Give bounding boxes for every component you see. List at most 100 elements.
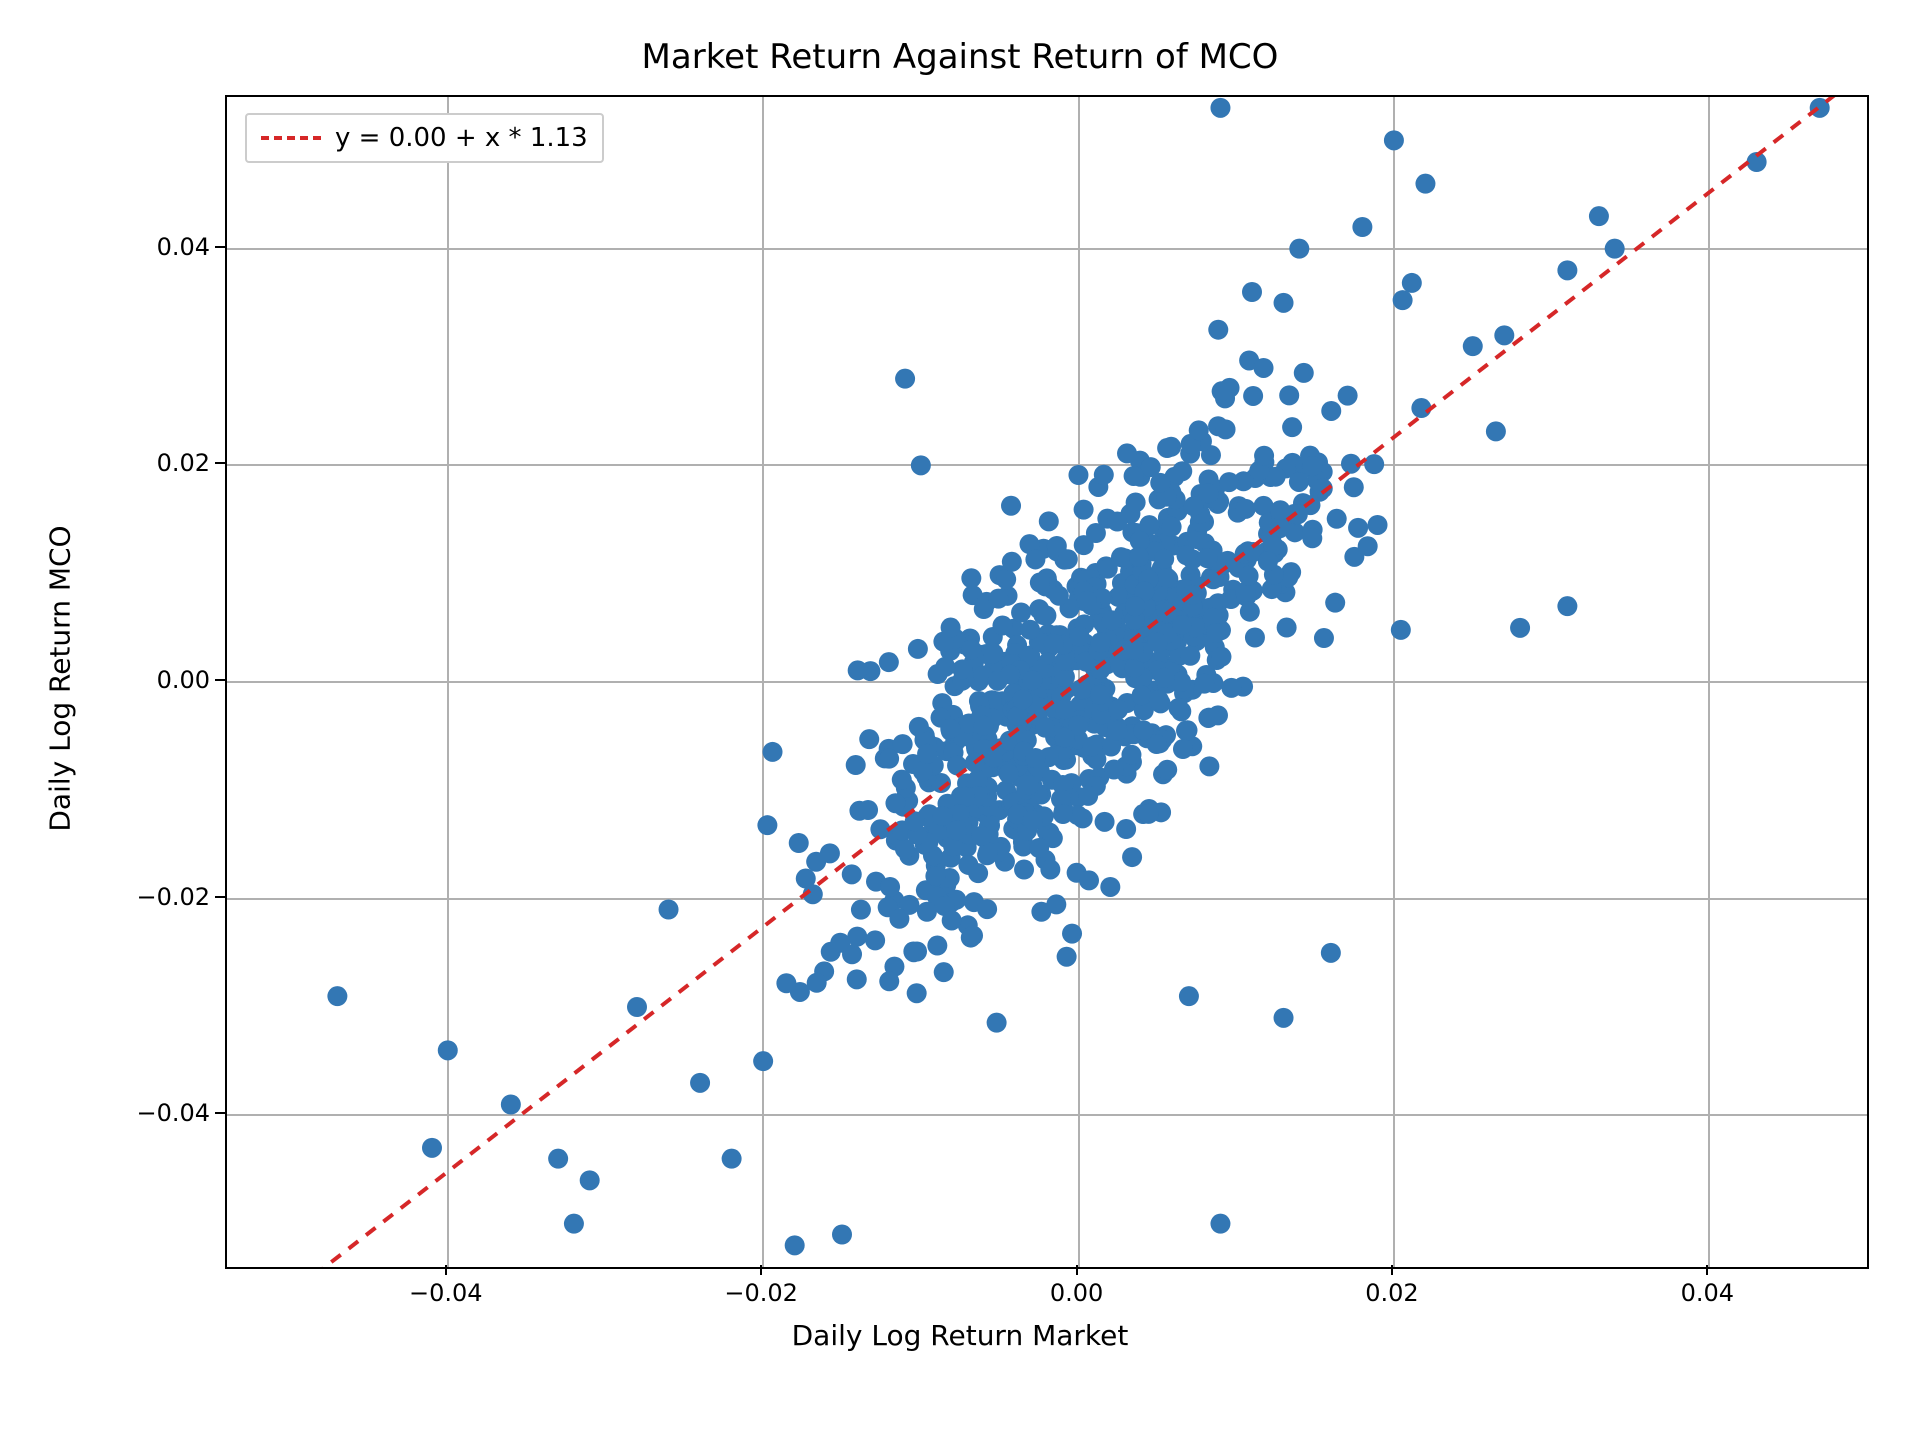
x-tick (1706, 1265, 1708, 1275)
data-point (1415, 174, 1435, 194)
scatter-layer (227, 97, 1867, 1267)
data-point (1314, 628, 1334, 648)
x-tick (760, 1265, 762, 1275)
data-point (851, 900, 871, 920)
data-point (1055, 699, 1075, 719)
x-tick (1391, 1265, 1393, 1275)
data-point (925, 866, 945, 886)
data-point (690, 1073, 710, 1093)
data-point (1211, 647, 1231, 667)
data-point (1208, 320, 1228, 340)
data-point (955, 787, 975, 807)
data-point (1494, 325, 1514, 345)
data-point (1029, 838, 1049, 858)
x-tick-label: −0.02 (724, 1279, 798, 1307)
data-point (785, 1235, 805, 1255)
data-point (1605, 239, 1625, 259)
data-point (1077, 591, 1097, 611)
data-point (1124, 466, 1144, 486)
data-point (917, 902, 937, 922)
data-point (1180, 646, 1200, 666)
data-point (880, 877, 900, 897)
data-point (941, 618, 961, 638)
data-point (1100, 877, 1120, 897)
data-point (879, 749, 899, 769)
data-point (1289, 239, 1309, 259)
data-point (1020, 620, 1040, 640)
plot-area: y = 0.00 + x * 1.13 (225, 95, 1869, 1269)
data-point (830, 933, 850, 953)
data-point (1199, 756, 1219, 776)
data-point (1162, 517, 1182, 537)
data-point (1274, 293, 1294, 313)
data-point (1090, 633, 1110, 653)
data-point (1368, 515, 1388, 535)
data-point (1210, 98, 1230, 118)
data-point (1344, 477, 1364, 497)
data-point (1176, 545, 1196, 565)
data-point (820, 843, 840, 863)
data-point (865, 930, 885, 950)
data-point (1023, 670, 1043, 690)
data-point (1149, 690, 1169, 710)
data-point (1184, 496, 1204, 516)
data-point (895, 369, 915, 389)
data-point (859, 729, 879, 749)
y-tick-label: 0.00 (130, 666, 210, 694)
data-point (1019, 775, 1039, 795)
data-point (935, 657, 955, 677)
data-point (968, 863, 988, 883)
data-point (1179, 986, 1199, 1006)
data-point (753, 1051, 773, 1071)
data-point (1236, 499, 1256, 519)
data-point (807, 973, 827, 993)
data-point (1208, 705, 1228, 725)
data-point (1035, 718, 1055, 738)
data-point (1245, 628, 1265, 648)
data-point (1139, 804, 1159, 824)
data-point (1002, 552, 1022, 572)
data-point (1030, 573, 1050, 593)
data-point (1254, 358, 1274, 378)
data-point (1258, 551, 1278, 571)
data-point (438, 1040, 458, 1060)
data-point (1036, 606, 1056, 626)
data-point (987, 1013, 1007, 1033)
data-point (1242, 282, 1262, 302)
data-point (913, 761, 933, 781)
data-point (1148, 633, 1168, 653)
data-point (1327, 509, 1347, 529)
data-point (1023, 810, 1043, 830)
data-point (1212, 381, 1232, 401)
figure: Market Return Against Return of MCO y = … (0, 0, 1920, 1440)
data-point (1157, 438, 1177, 458)
x-tick-label: −0.04 (409, 1279, 483, 1307)
data-point (961, 639, 981, 659)
data-point (1049, 586, 1069, 606)
data-point (1279, 385, 1299, 405)
data-point (1117, 443, 1137, 463)
data-point (1157, 568, 1177, 588)
data-point (422, 1138, 442, 1158)
data-point (1086, 523, 1106, 543)
data-point (1302, 456, 1322, 476)
data-point (879, 971, 899, 991)
data-point (1039, 511, 1059, 531)
data-point (1348, 518, 1368, 538)
data-point (1221, 678, 1241, 698)
data-point (992, 616, 1012, 636)
data-point (1094, 465, 1114, 485)
data-point (1302, 528, 1322, 548)
data-point (917, 744, 937, 764)
y-tick (215, 896, 225, 898)
data-point (1074, 500, 1094, 520)
data-point (1062, 924, 1082, 944)
data-point (1070, 627, 1090, 647)
data-point (1133, 720, 1153, 740)
data-point (1053, 804, 1073, 824)
data-point (1095, 812, 1115, 832)
y-axis-label: Daily Log Return MCO (44, 479, 77, 879)
data-point (832, 1225, 852, 1245)
data-point (893, 734, 913, 754)
data-point (1219, 472, 1239, 492)
